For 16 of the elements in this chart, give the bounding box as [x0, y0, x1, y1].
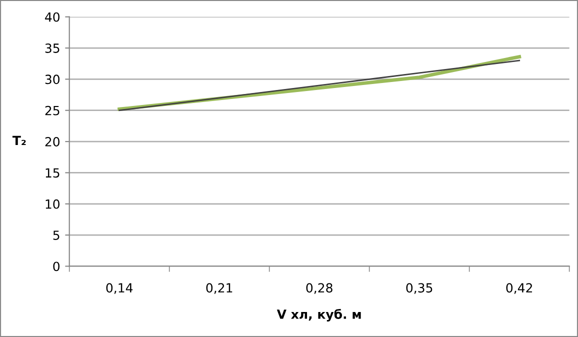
y-tick-label: 30	[45, 74, 60, 84]
y-tick-label: 15	[46, 168, 60, 178]
y-tick-label: 35	[45, 43, 60, 53]
x-axis-title: V хл, куб. м	[276, 308, 361, 322]
y-tick-label: 25	[45, 106, 60, 116]
y-tick-label: 10	[46, 199, 60, 209]
y-tick-label: 40	[45, 12, 60, 22]
y-tick-label: 0	[53, 262, 60, 272]
x-tick-label: 0,14	[106, 283, 133, 294]
x-tick-label: 0,42	[506, 283, 532, 294]
x-tick-label: 0,35	[406, 283, 432, 294]
y-axis-title: T₂	[12, 136, 26, 146]
x-tick-label: 0,21	[206, 283, 232, 294]
y-tick-label: 20	[45, 137, 60, 146]
y-tick-label: 5	[53, 230, 60, 240]
x-tick-label: 0,28	[306, 283, 332, 294]
